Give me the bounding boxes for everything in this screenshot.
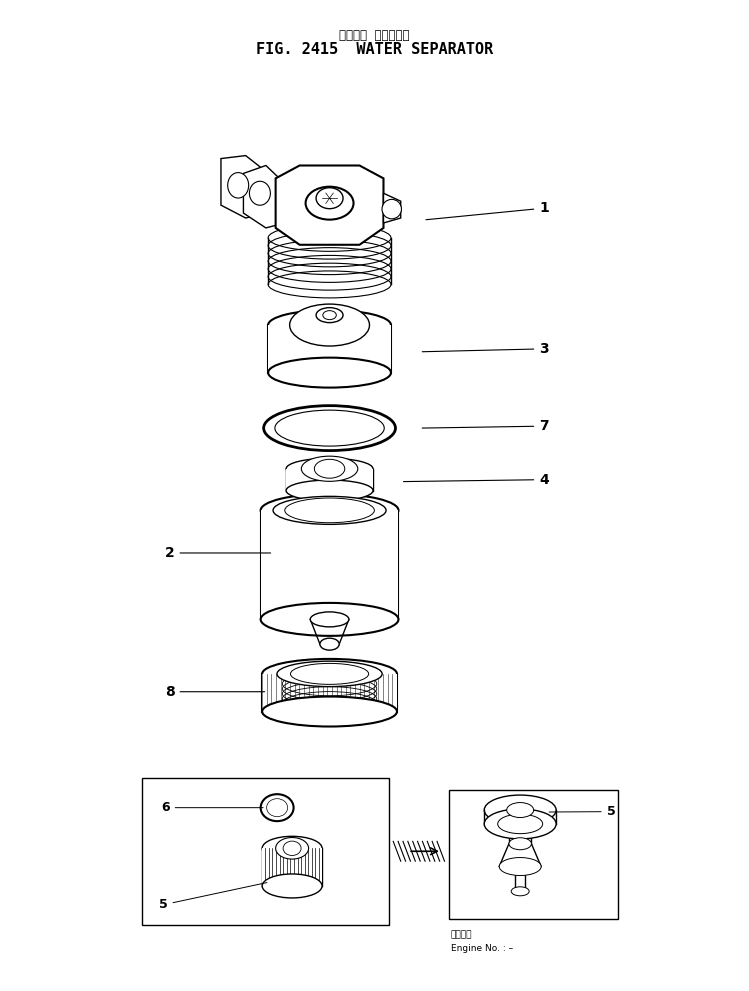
Text: 5: 5 [159,883,267,912]
Text: 8: 8 [165,685,264,699]
Ellipse shape [261,494,398,527]
Polygon shape [243,165,285,228]
Ellipse shape [310,611,349,627]
Ellipse shape [485,809,556,839]
Ellipse shape [276,837,309,859]
Ellipse shape [262,836,322,860]
Ellipse shape [275,410,384,446]
Ellipse shape [382,199,401,219]
Ellipse shape [286,458,373,480]
Ellipse shape [261,794,294,822]
Ellipse shape [507,803,533,818]
Bar [262,674,397,712]
Ellipse shape [509,837,532,849]
Bar [268,325,391,373]
Ellipse shape [323,310,336,320]
Text: ウォータ  セパレータ: ウォータ セパレータ [339,29,410,43]
Ellipse shape [268,224,391,252]
Ellipse shape [306,186,354,220]
Ellipse shape [500,857,541,875]
Ellipse shape [301,456,358,482]
Bar [261,510,398,619]
Text: Engine No. : –: Engine No. : – [451,944,513,953]
Ellipse shape [316,307,343,323]
Ellipse shape [497,815,543,833]
Ellipse shape [291,663,369,685]
Ellipse shape [273,496,386,524]
Text: 1: 1 [426,201,549,220]
Ellipse shape [316,187,343,209]
Ellipse shape [285,498,374,522]
Text: 4: 4 [404,473,549,487]
Polygon shape [221,156,266,218]
Polygon shape [276,165,383,245]
Text: 適用機種: 適用機種 [451,931,473,939]
Ellipse shape [283,841,301,855]
Ellipse shape [267,799,288,817]
Text: 5: 5 [549,805,616,819]
Text: 6: 6 [161,801,263,815]
Ellipse shape [249,181,270,205]
Polygon shape [383,193,401,223]
Ellipse shape [286,480,373,501]
Bar [262,848,322,886]
Ellipse shape [320,638,339,650]
Bar [286,469,373,491]
Ellipse shape [264,405,395,451]
Text: 2: 2 [165,546,270,560]
Ellipse shape [268,310,391,340]
Ellipse shape [290,304,369,346]
Ellipse shape [262,874,322,898]
Ellipse shape [268,358,391,387]
Ellipse shape [228,172,249,198]
Text: 7: 7 [422,419,549,433]
Bar [142,778,389,925]
Ellipse shape [277,661,382,687]
Ellipse shape [261,603,398,636]
Text: 3: 3 [422,342,549,356]
Bar [449,790,618,919]
Ellipse shape [262,697,397,726]
Ellipse shape [485,795,556,826]
Ellipse shape [262,659,397,689]
Ellipse shape [511,887,529,896]
Ellipse shape [315,459,345,479]
Text: FIG. 2415  WATER SEPARATOR: FIG. 2415 WATER SEPARATOR [256,42,493,57]
